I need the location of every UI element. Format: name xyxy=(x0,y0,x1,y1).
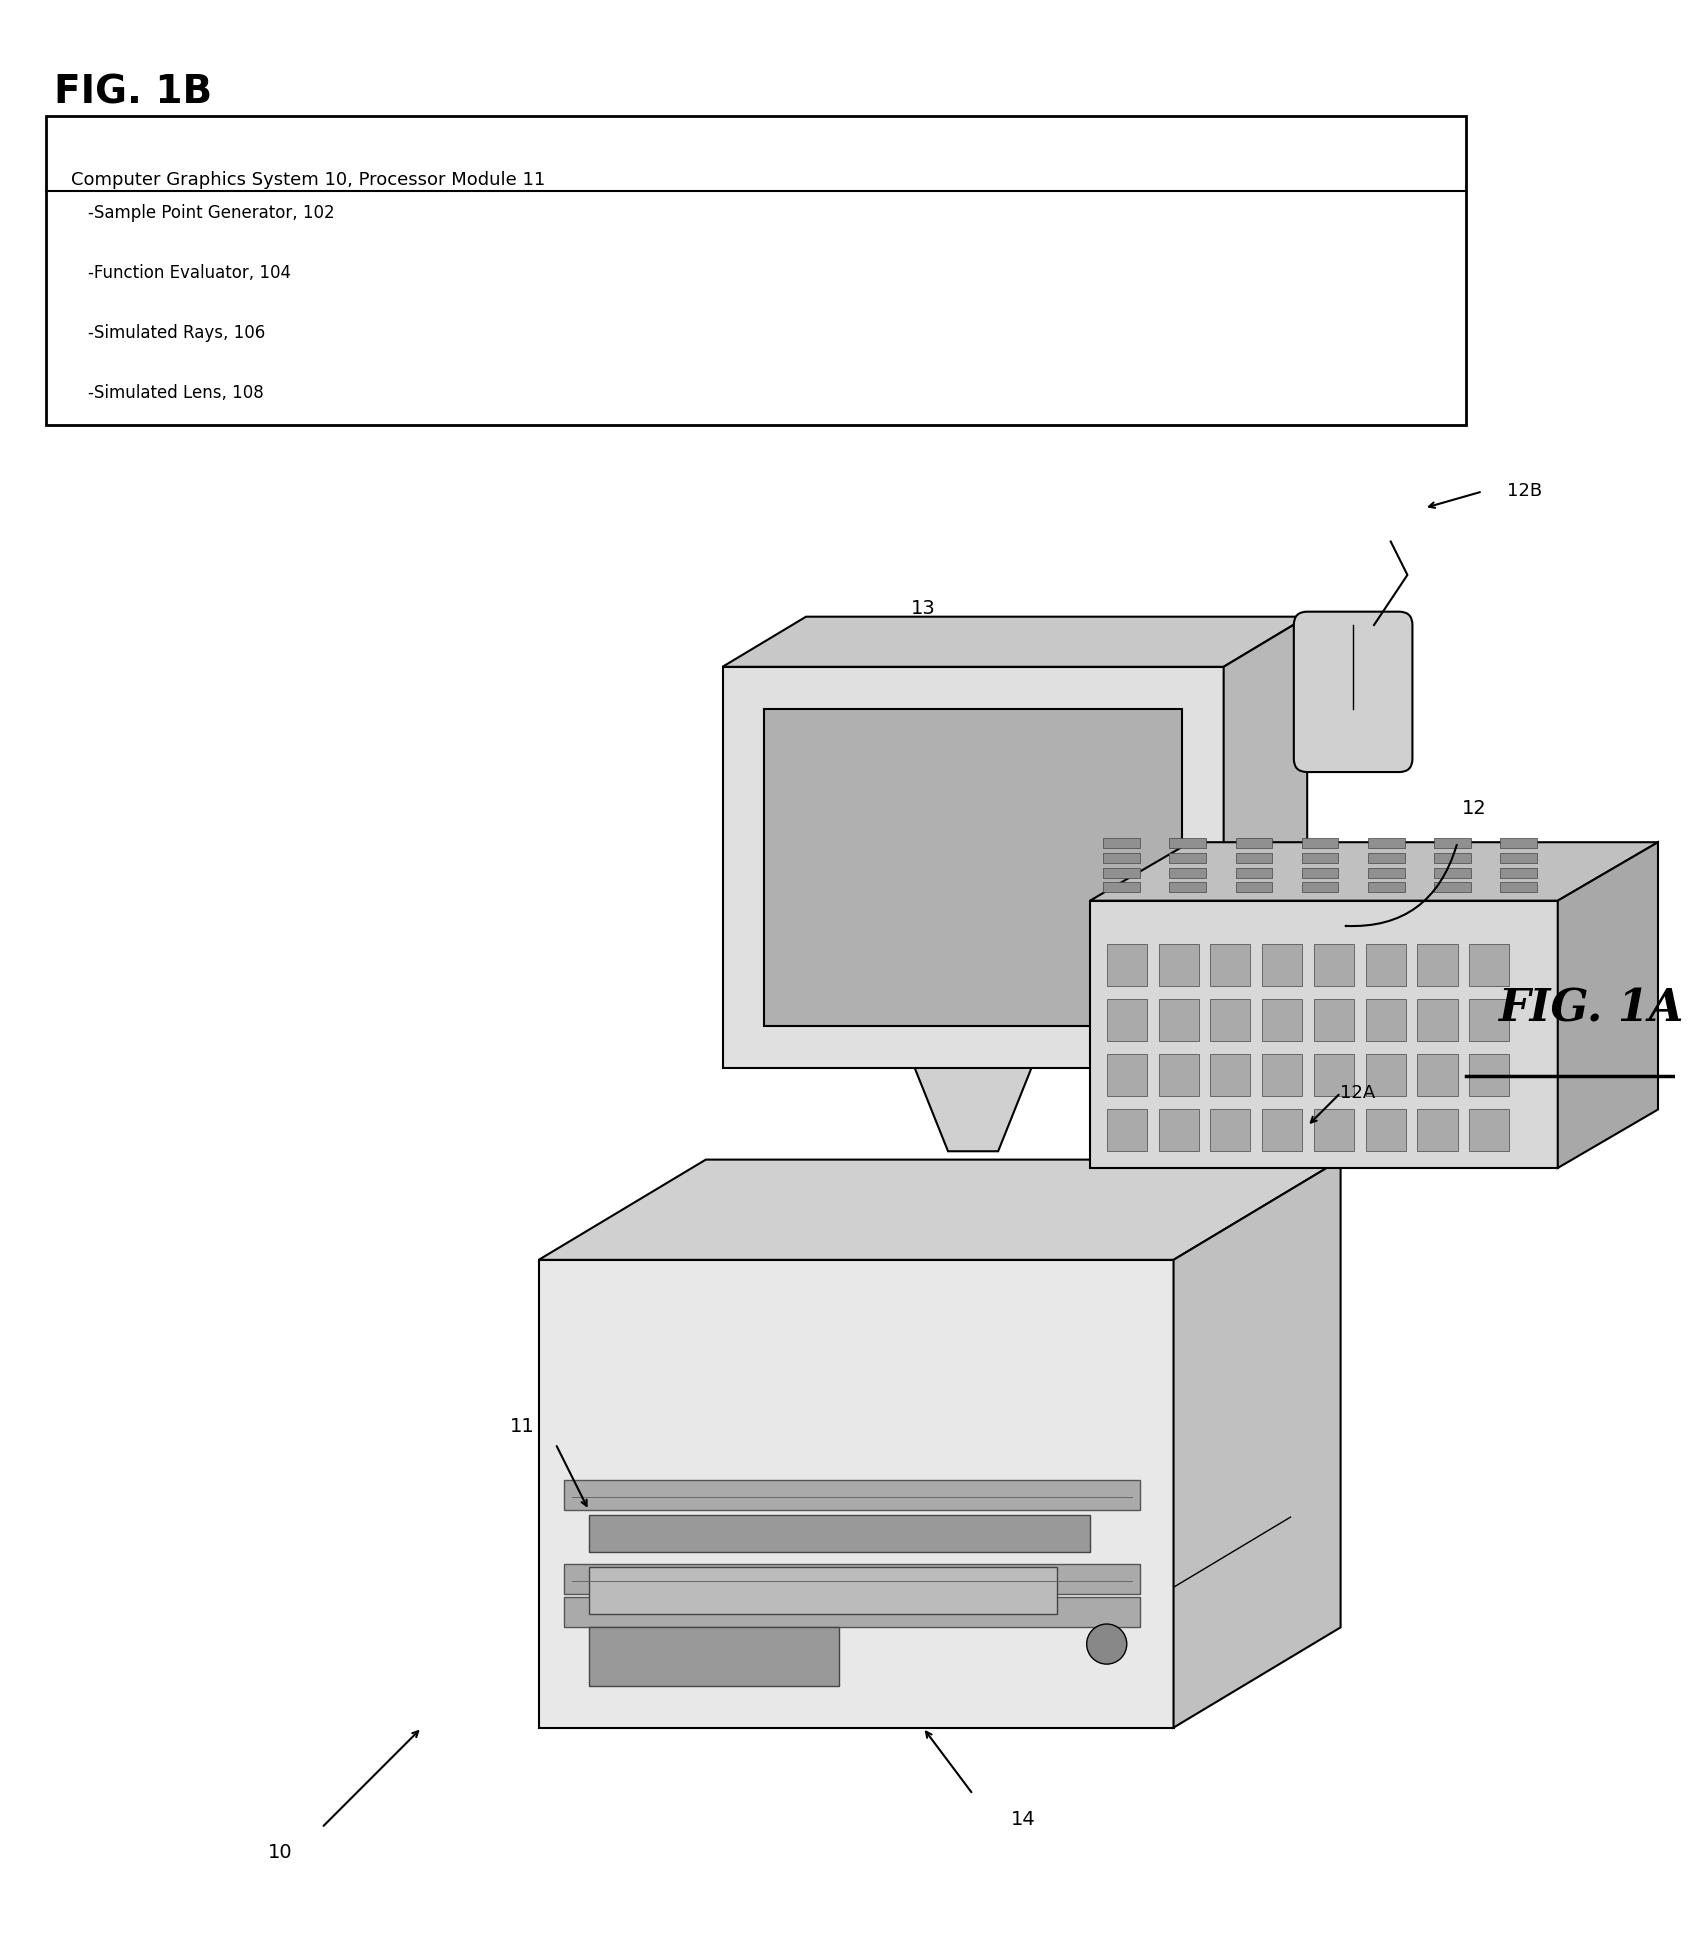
FancyBboxPatch shape xyxy=(1368,838,1405,848)
FancyBboxPatch shape xyxy=(1106,944,1147,985)
FancyBboxPatch shape xyxy=(1235,882,1273,892)
FancyBboxPatch shape xyxy=(1159,1109,1198,1151)
FancyBboxPatch shape xyxy=(1434,853,1471,863)
FancyBboxPatch shape xyxy=(1470,998,1509,1041)
FancyBboxPatch shape xyxy=(563,1563,1140,1594)
Text: -Sample Point Generator, 102: -Sample Point Generator, 102 xyxy=(88,203,334,223)
Text: Computer Graphics System 10, Processor Module 11: Computer Graphics System 10, Processor M… xyxy=(71,170,545,188)
FancyBboxPatch shape xyxy=(46,116,1466,424)
FancyBboxPatch shape xyxy=(563,1596,1140,1627)
Polygon shape xyxy=(538,1159,1341,1260)
FancyBboxPatch shape xyxy=(1302,853,1339,863)
FancyBboxPatch shape xyxy=(1366,944,1405,985)
FancyBboxPatch shape xyxy=(1106,1109,1147,1151)
Polygon shape xyxy=(1089,842,1658,900)
FancyBboxPatch shape xyxy=(1103,882,1140,892)
FancyArrowPatch shape xyxy=(1346,846,1456,927)
Text: 12A: 12A xyxy=(1339,1084,1375,1101)
FancyBboxPatch shape xyxy=(1302,882,1339,892)
FancyBboxPatch shape xyxy=(1366,1109,1405,1151)
Text: 12: 12 xyxy=(1461,799,1487,819)
Text: -Simulated Lens, 108: -Simulated Lens, 108 xyxy=(88,385,263,402)
FancyBboxPatch shape xyxy=(1263,998,1302,1041)
FancyBboxPatch shape xyxy=(1210,944,1251,985)
FancyBboxPatch shape xyxy=(1366,998,1405,1041)
FancyBboxPatch shape xyxy=(1417,1055,1458,1095)
FancyBboxPatch shape xyxy=(1500,867,1537,878)
FancyBboxPatch shape xyxy=(1434,867,1471,878)
FancyBboxPatch shape xyxy=(1313,944,1354,985)
Text: -Function Evaluator, 104: -Function Evaluator, 104 xyxy=(88,265,290,283)
FancyBboxPatch shape xyxy=(1235,867,1273,878)
FancyBboxPatch shape xyxy=(1313,1055,1354,1095)
Polygon shape xyxy=(723,617,1307,668)
Circle shape xyxy=(1086,1623,1127,1664)
FancyBboxPatch shape xyxy=(1106,1055,1147,1095)
FancyBboxPatch shape xyxy=(589,1515,1089,1552)
FancyBboxPatch shape xyxy=(1434,882,1471,892)
FancyBboxPatch shape xyxy=(1313,998,1354,1041)
FancyBboxPatch shape xyxy=(1169,853,1207,863)
FancyBboxPatch shape xyxy=(1210,998,1251,1041)
Text: 14: 14 xyxy=(1011,1809,1035,1829)
FancyBboxPatch shape xyxy=(1263,944,1302,985)
FancyBboxPatch shape xyxy=(1302,867,1339,878)
Text: -Simulated Rays, 106: -Simulated Rays, 106 xyxy=(88,325,265,342)
FancyBboxPatch shape xyxy=(1159,944,1198,985)
FancyBboxPatch shape xyxy=(1368,882,1405,892)
FancyBboxPatch shape xyxy=(1169,838,1207,848)
FancyBboxPatch shape xyxy=(1210,1055,1251,1095)
FancyBboxPatch shape xyxy=(1434,838,1471,848)
Polygon shape xyxy=(1224,617,1307,1068)
FancyBboxPatch shape xyxy=(1235,838,1273,848)
FancyBboxPatch shape xyxy=(1500,882,1537,892)
FancyBboxPatch shape xyxy=(589,1567,1057,1614)
FancyBboxPatch shape xyxy=(1366,1055,1405,1095)
Polygon shape xyxy=(723,668,1224,1068)
FancyBboxPatch shape xyxy=(1500,838,1537,848)
Polygon shape xyxy=(915,1068,1032,1151)
FancyBboxPatch shape xyxy=(1106,998,1147,1041)
FancyBboxPatch shape xyxy=(1368,867,1405,878)
Polygon shape xyxy=(1174,1159,1341,1728)
FancyBboxPatch shape xyxy=(1470,944,1509,985)
FancyBboxPatch shape xyxy=(1417,998,1458,1041)
FancyBboxPatch shape xyxy=(1417,944,1458,985)
FancyBboxPatch shape xyxy=(1293,611,1412,772)
FancyBboxPatch shape xyxy=(1263,1109,1302,1151)
Polygon shape xyxy=(1089,900,1558,1169)
Text: FIG. 1A: FIG. 1A xyxy=(1498,987,1683,1031)
Polygon shape xyxy=(1558,842,1658,1169)
FancyBboxPatch shape xyxy=(1302,838,1339,848)
FancyBboxPatch shape xyxy=(1313,1109,1354,1151)
FancyBboxPatch shape xyxy=(1470,1109,1509,1151)
FancyBboxPatch shape xyxy=(1169,867,1207,878)
Text: 13: 13 xyxy=(911,598,935,617)
Text: 12B: 12B xyxy=(1507,482,1543,501)
FancyBboxPatch shape xyxy=(563,1480,1140,1511)
FancyBboxPatch shape xyxy=(1103,853,1140,863)
FancyBboxPatch shape xyxy=(589,1627,840,1685)
FancyBboxPatch shape xyxy=(1103,867,1140,878)
FancyBboxPatch shape xyxy=(764,708,1181,1026)
FancyBboxPatch shape xyxy=(1235,853,1273,863)
Polygon shape xyxy=(538,1260,1174,1728)
FancyBboxPatch shape xyxy=(1159,998,1198,1041)
Text: FIG. 1B: FIG. 1B xyxy=(54,74,212,112)
FancyBboxPatch shape xyxy=(1470,1055,1509,1095)
FancyBboxPatch shape xyxy=(1169,882,1207,892)
Text: 10: 10 xyxy=(268,1844,292,1861)
FancyBboxPatch shape xyxy=(1263,1055,1302,1095)
FancyBboxPatch shape xyxy=(1417,1109,1458,1151)
FancyBboxPatch shape xyxy=(1210,1109,1251,1151)
FancyBboxPatch shape xyxy=(1103,838,1140,848)
FancyBboxPatch shape xyxy=(1500,853,1537,863)
FancyBboxPatch shape xyxy=(1159,1055,1198,1095)
FancyBboxPatch shape xyxy=(1368,853,1405,863)
Text: 11: 11 xyxy=(509,1418,535,1436)
